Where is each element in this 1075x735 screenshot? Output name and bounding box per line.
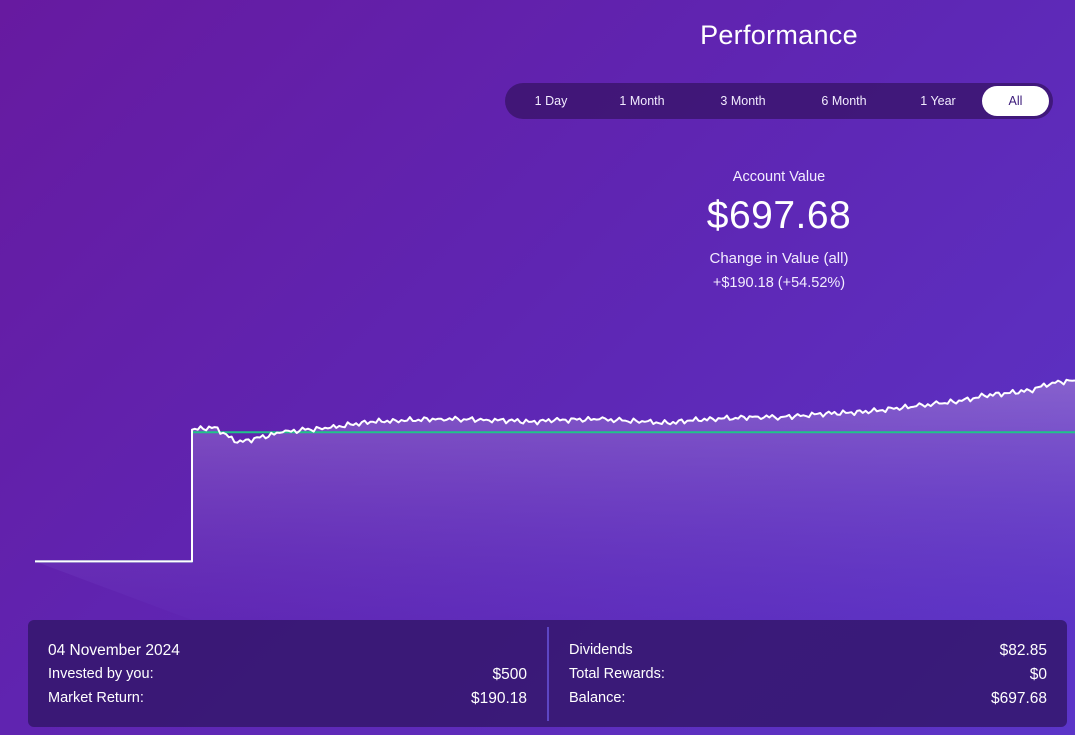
- details-right: Dividends $82.85 Total Rewards: $0 Balan…: [569, 642, 1047, 714]
- balance-row: Balance: $697.68: [569, 690, 1047, 714]
- change-in-value-label: Change in Value (all): [709, 250, 849, 267]
- balance-label: Balance:: [569, 690, 626, 706]
- details-divider: [547, 627, 549, 721]
- page-title: Performance: [700, 20, 858, 50]
- invested-value: $500: [492, 666, 527, 683]
- market-return-label: Market Return:: [48, 690, 144, 706]
- market-return-value: $190.18: [470, 690, 527, 707]
- tab-6-month[interactable]: 6 Month: [821, 94, 867, 108]
- time-range-selector: 1 Day 1 Month 3 Month 6 Month 1 Year All: [505, 83, 1053, 119]
- balance-value: $697.68: [990, 690, 1047, 707]
- change-in-value: +$190.18 (+54.52%): [712, 275, 846, 291]
- selected-date: 04 November 2024: [48, 642, 180, 659]
- tab-3-month[interactable]: 3 Month: [720, 94, 766, 108]
- dividends-label: Dividends: [569, 642, 633, 658]
- dividends-row: Dividends $82.85: [569, 642, 1047, 666]
- account-value-area: [35, 379, 1075, 620]
- dividends-value: $82.85: [999, 642, 1047, 659]
- account-value-line: [35, 378, 1075, 563]
- tab-all[interactable]: All: [982, 86, 1049, 116]
- tab-1-year[interactable]: 1 Year: [920, 94, 956, 108]
- account-value-label: Account Value: [732, 169, 826, 185]
- total-rewards-row: Total Rewards: $0: [569, 666, 1047, 690]
- tab-1-month[interactable]: 1 Month: [619, 94, 665, 108]
- total-rewards-label: Total Rewards:: [569, 666, 665, 682]
- invested-label: Invested by you:: [48, 666, 154, 682]
- details-panel: 04 November 2024 Invested by you: $500 M…: [28, 620, 1067, 727]
- details-left: 04 November 2024 Invested by you: $500 M…: [48, 642, 527, 714]
- invested-line: [35, 431, 1075, 563]
- invested-row: Invested by you: $500: [48, 666, 527, 690]
- total-rewards-value: $0: [1029, 666, 1047, 683]
- market-return-row: Market Return: $190.18: [48, 690, 527, 714]
- tab-1-day[interactable]: 1 Day: [534, 94, 568, 108]
- account-value: $697.68: [706, 194, 852, 237]
- performance-chart[interactable]: [0, 0, 1075, 620]
